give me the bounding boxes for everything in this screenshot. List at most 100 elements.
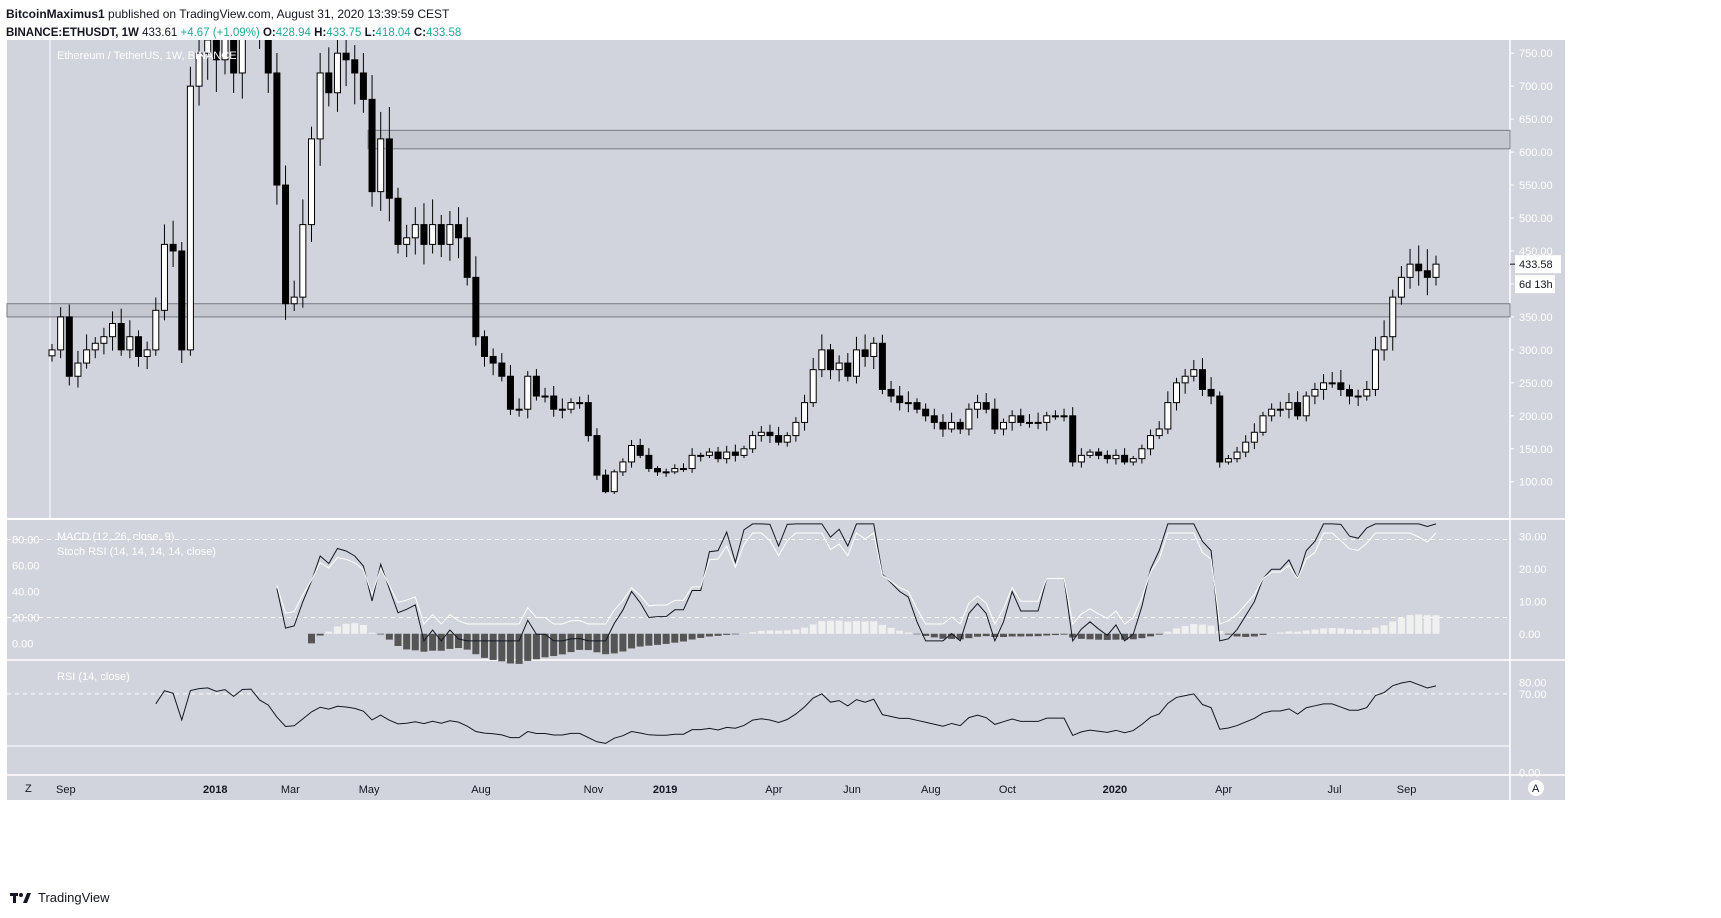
macd-histogram-bar [584, 633, 592, 651]
candle [1138, 448, 1146, 460]
candle [714, 451, 722, 460]
candle [991, 408, 999, 430]
candle [48, 349, 56, 357]
macd-histogram-bar [783, 630, 791, 634]
candle [65, 316, 73, 377]
last-price-box [1515, 255, 1561, 274]
candle [230, 40, 238, 74]
macd-histogram-bar [1069, 633, 1077, 638]
low-label: L: [364, 27, 376, 39]
candle [308, 138, 315, 226]
candle [135, 336, 142, 357]
candle [870, 342, 878, 357]
macd-histogram-bar [645, 633, 653, 646]
candle [1406, 263, 1414, 278]
low-value: 418.04 [375, 27, 411, 39]
macd-histogram-bar [1008, 633, 1016, 637]
macd-histogram-bar [904, 632, 912, 634]
macd-histogram-bar [679, 633, 687, 642]
macd-histogram-bar [541, 633, 549, 658]
candle [100, 336, 108, 344]
macd-histogram-bar [956, 633, 964, 640]
macd-histogram-bar [809, 624, 817, 634]
candle [1302, 395, 1310, 417]
macd-histogram-bar [948, 633, 956, 639]
candle [238, 40, 246, 74]
macd-histogram-bar [489, 633, 497, 660]
macd-histogram-bar [1017, 633, 1025, 637]
macd-histogram-bar [1406, 615, 1414, 634]
candle [437, 224, 445, 245]
candle [948, 421, 956, 430]
candle [178, 250, 186, 351]
macd-histogram-bar [420, 633, 428, 652]
candle [394, 197, 402, 245]
macd-histogram-bar [359, 624, 367, 634]
time-tick-label: 2019 [653, 784, 677, 796]
macd-tick-label: 30.00 [1519, 531, 1547, 543]
macd-histogram-bar [1432, 615, 1440, 634]
price-tick-label: 450.00 [1519, 246, 1553, 258]
rsi-tick-label: 70.00 [1519, 689, 1547, 701]
candle [1207, 388, 1215, 397]
macd-histogram-bar [429, 633, 437, 651]
candle [143, 349, 151, 357]
macd-histogram-bar [852, 621, 860, 634]
candle [351, 59, 359, 74]
zoom-reset-button[interactable]: Z [25, 783, 32, 795]
candle [878, 342, 886, 390]
macd-histogram-bar [532, 633, 540, 660]
stoch-d-line [276, 532, 1437, 626]
macd-histogram-bar [1164, 631, 1172, 634]
candle [429, 224, 437, 245]
candle [679, 468, 687, 471]
candle [1190, 369, 1198, 377]
time-tick-label: May [359, 784, 380, 796]
candle [1242, 441, 1250, 453]
macd-histogram-bar [1095, 633, 1103, 640]
candle [965, 408, 973, 430]
macd-histogram-bar [1423, 615, 1431, 634]
open-label: O: [262, 27, 276, 39]
macd-histogram-bar [498, 633, 506, 662]
macd-histogram-bar [1302, 630, 1310, 634]
candle [1095, 451, 1103, 456]
candle [801, 402, 809, 423]
price-axis [1510, 40, 1565, 800]
candle [904, 402, 912, 405]
candle [576, 402, 584, 405]
chart-header: BitcoinMaximus1 published on TradingView… [6, 6, 461, 41]
time-tick-label: Sep [1397, 784, 1417, 796]
macd-histogram-bar [1147, 633, 1155, 637]
candle [498, 362, 506, 377]
macd-histogram-bar [757, 630, 765, 634]
macd-histogram-bar [333, 626, 341, 634]
auto-scale-label[interactable]: A [1532, 783, 1540, 795]
macd-histogram-bar [1034, 633, 1042, 637]
macd-histogram-bar [697, 633, 705, 638]
candle [1371, 349, 1379, 390]
ohlc-line: BINANCE:ETHUSDT, 1W 433.61 +4.67 (+1.09%… [6, 25, 461, 41]
macd-histogram-bar [1276, 632, 1284, 634]
footer-brand[interactable]: TradingView [38, 890, 110, 905]
candle [783, 435, 791, 443]
macd-histogram-bar [377, 633, 385, 635]
macd-histogram-bar [506, 633, 514, 664]
macd-histogram-bar [636, 633, 644, 647]
stoch-tick-label: 0.00 [12, 639, 33, 651]
candle [662, 471, 670, 474]
candle [619, 461, 627, 473]
author-name[interactable]: BitcoinMaximus1 [6, 7, 105, 21]
high-value: 433.75 [326, 27, 362, 39]
macd-histogram-bar [1155, 633, 1163, 635]
time-tick-label: Apr [765, 784, 782, 796]
candle [532, 375, 540, 397]
macd-histogram-bar [1000, 633, 1007, 638]
stoch-k-line [276, 523, 1437, 643]
auto-scale-button [1528, 780, 1544, 796]
candle [264, 40, 272, 74]
macd-histogram-bar [749, 632, 757, 634]
candle [1397, 276, 1405, 298]
candle [1147, 435, 1155, 450]
